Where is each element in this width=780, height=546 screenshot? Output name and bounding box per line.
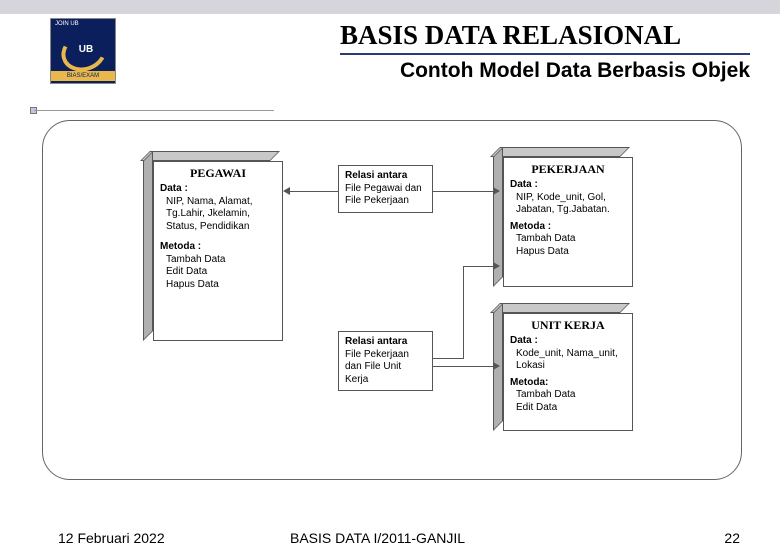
page-subtitle: Contoh Model Data Berbasis Objek [340, 59, 750, 83]
unitkerja-metoda-2: Edit Data [510, 402, 626, 415]
connector [433, 366, 493, 367]
rel1-text: File Pegawai dan File Pekerjaan [345, 183, 426, 208]
pegawai-metoda-1: Tambah Data [160, 254, 276, 267]
university-logo: JOIN UB UB BIAS/EXAM [50, 18, 116, 84]
content-frame: PEGAWAI Data : NIP, Nama, Alamat, Tg.Lah… [42, 120, 742, 480]
pekerjaan-data-label: Data : [510, 179, 626, 192]
pegawai-data-items: NIP, Nama, Alamat, Tg.Lahir, Jkelamin, S… [160, 196, 276, 234]
rel1-title: Relasi antara [345, 170, 426, 183]
pegawai-title: PEGAWAI [160, 166, 276, 181]
title-underline [340, 53, 750, 55]
entity-pegawai: PEGAWAI Data : NIP, Nama, Alamat, Tg.Lah… [143, 151, 283, 341]
unitkerja-data-label: Data : [510, 335, 626, 348]
pekerjaan-metoda-2: Hapus Data [510, 246, 626, 259]
logo-bottom-text: BIAS/EXAM [51, 71, 115, 81]
object-model-diagram: PEGAWAI Data : NIP, Nama, Alamat, Tg.Lah… [143, 151, 673, 451]
arrow-icon [493, 187, 500, 195]
footer-date: 12 Februari 2022 [58, 530, 165, 546]
pegawai-metoda-label: Metoda : [160, 241, 276, 254]
unitkerja-title: UNIT KERJA [510, 318, 626, 333]
logo-center-text: UB [73, 39, 99, 61]
relation-pekerjaan-unitkerja: Relasi antara File Pekerjaan dan File Un… [338, 331, 433, 391]
pegawai-data-label: Data : [160, 183, 276, 196]
connector [433, 358, 463, 359]
pegawai-metoda-2: Edit Data [160, 266, 276, 279]
top-bar [0, 0, 780, 14]
entity-unitkerja: UNIT KERJA Data : Kode_unit, Nama_unit, … [493, 303, 633, 431]
entity-pekerjaan: PEKERJAAN Data : NIP, Kode_unit, Gol, Ja… [493, 147, 633, 287]
pekerjaan-data-items: NIP, Kode_unit, Gol, Jabatan, Tg.Jabatan… [510, 192, 626, 217]
relation-pegawai-pekerjaan: Relasi antara File Pegawai dan File Peke… [338, 165, 433, 213]
rel2-text: File Pekerjaan dan File Unit Kerja [345, 349, 426, 387]
connector [433, 191, 493, 192]
page-title: BASIS DATA RELASIONAL [340, 20, 750, 51]
unitkerja-metoda-1: Tambah Data [510, 389, 626, 402]
arrow-icon [493, 262, 500, 270]
pekerjaan-metoda-label: Metoda : [510, 221, 626, 234]
footer-page: 22 [724, 530, 740, 546]
pekerjaan-metoda-1: Tambah Data [510, 233, 626, 246]
logo-top-text: JOIN UB [55, 21, 79, 27]
unitkerja-metoda-label: Metoda: [510, 377, 626, 390]
header-area: BASIS DATA RELASIONAL Contoh Model Data … [340, 20, 750, 83]
rel2-title: Relasi antara [345, 336, 426, 349]
connector [290, 191, 338, 192]
pekerjaan-title: PEKERJAAN [510, 162, 626, 177]
unitkerja-data-items: Kode_unit, Nama_unit, Lokasi [510, 348, 626, 373]
pegawai-metoda-3: Hapus Data [160, 279, 276, 292]
side-separator [34, 110, 274, 111]
connector [463, 266, 464, 359]
arrow-icon [283, 187, 290, 195]
footer-course: BASIS DATA I/2011-GANJIL [290, 530, 465, 546]
connector [463, 266, 493, 267]
arrow-icon [493, 362, 500, 370]
